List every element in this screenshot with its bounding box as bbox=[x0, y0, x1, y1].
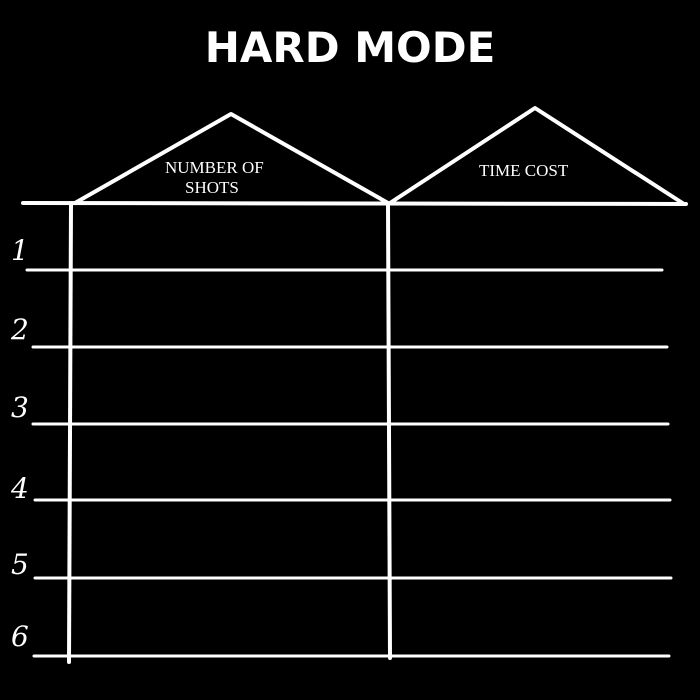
middle-divider-line bbox=[386, 202, 392, 660]
row-number-5: 5 bbox=[11, 548, 29, 581]
row-number-4: 4 bbox=[11, 472, 29, 505]
row-number-2: 2 bbox=[11, 313, 29, 346]
left-border-line bbox=[67, 202, 73, 664]
column-header-number-of-shots: NUMBER OF SHOTS bbox=[165, 158, 295, 198]
row-number-1: 1 bbox=[11, 234, 29, 267]
header-base-line bbox=[21, 201, 688, 206]
time-roof-outline bbox=[388, 106, 686, 206]
column-header-shots-line1: NUMBER OF bbox=[165, 158, 264, 177]
column-header-time-cost: TIME COST bbox=[479, 161, 569, 180]
shots-roof-outline bbox=[73, 112, 390, 205]
column-header-shots-line2: SHOTS bbox=[185, 178, 239, 197]
page-title: HARD MODE bbox=[204, 23, 496, 72]
row-number-6: 6 bbox=[11, 620, 29, 653]
row-number-3: 3 bbox=[11, 391, 29, 424]
